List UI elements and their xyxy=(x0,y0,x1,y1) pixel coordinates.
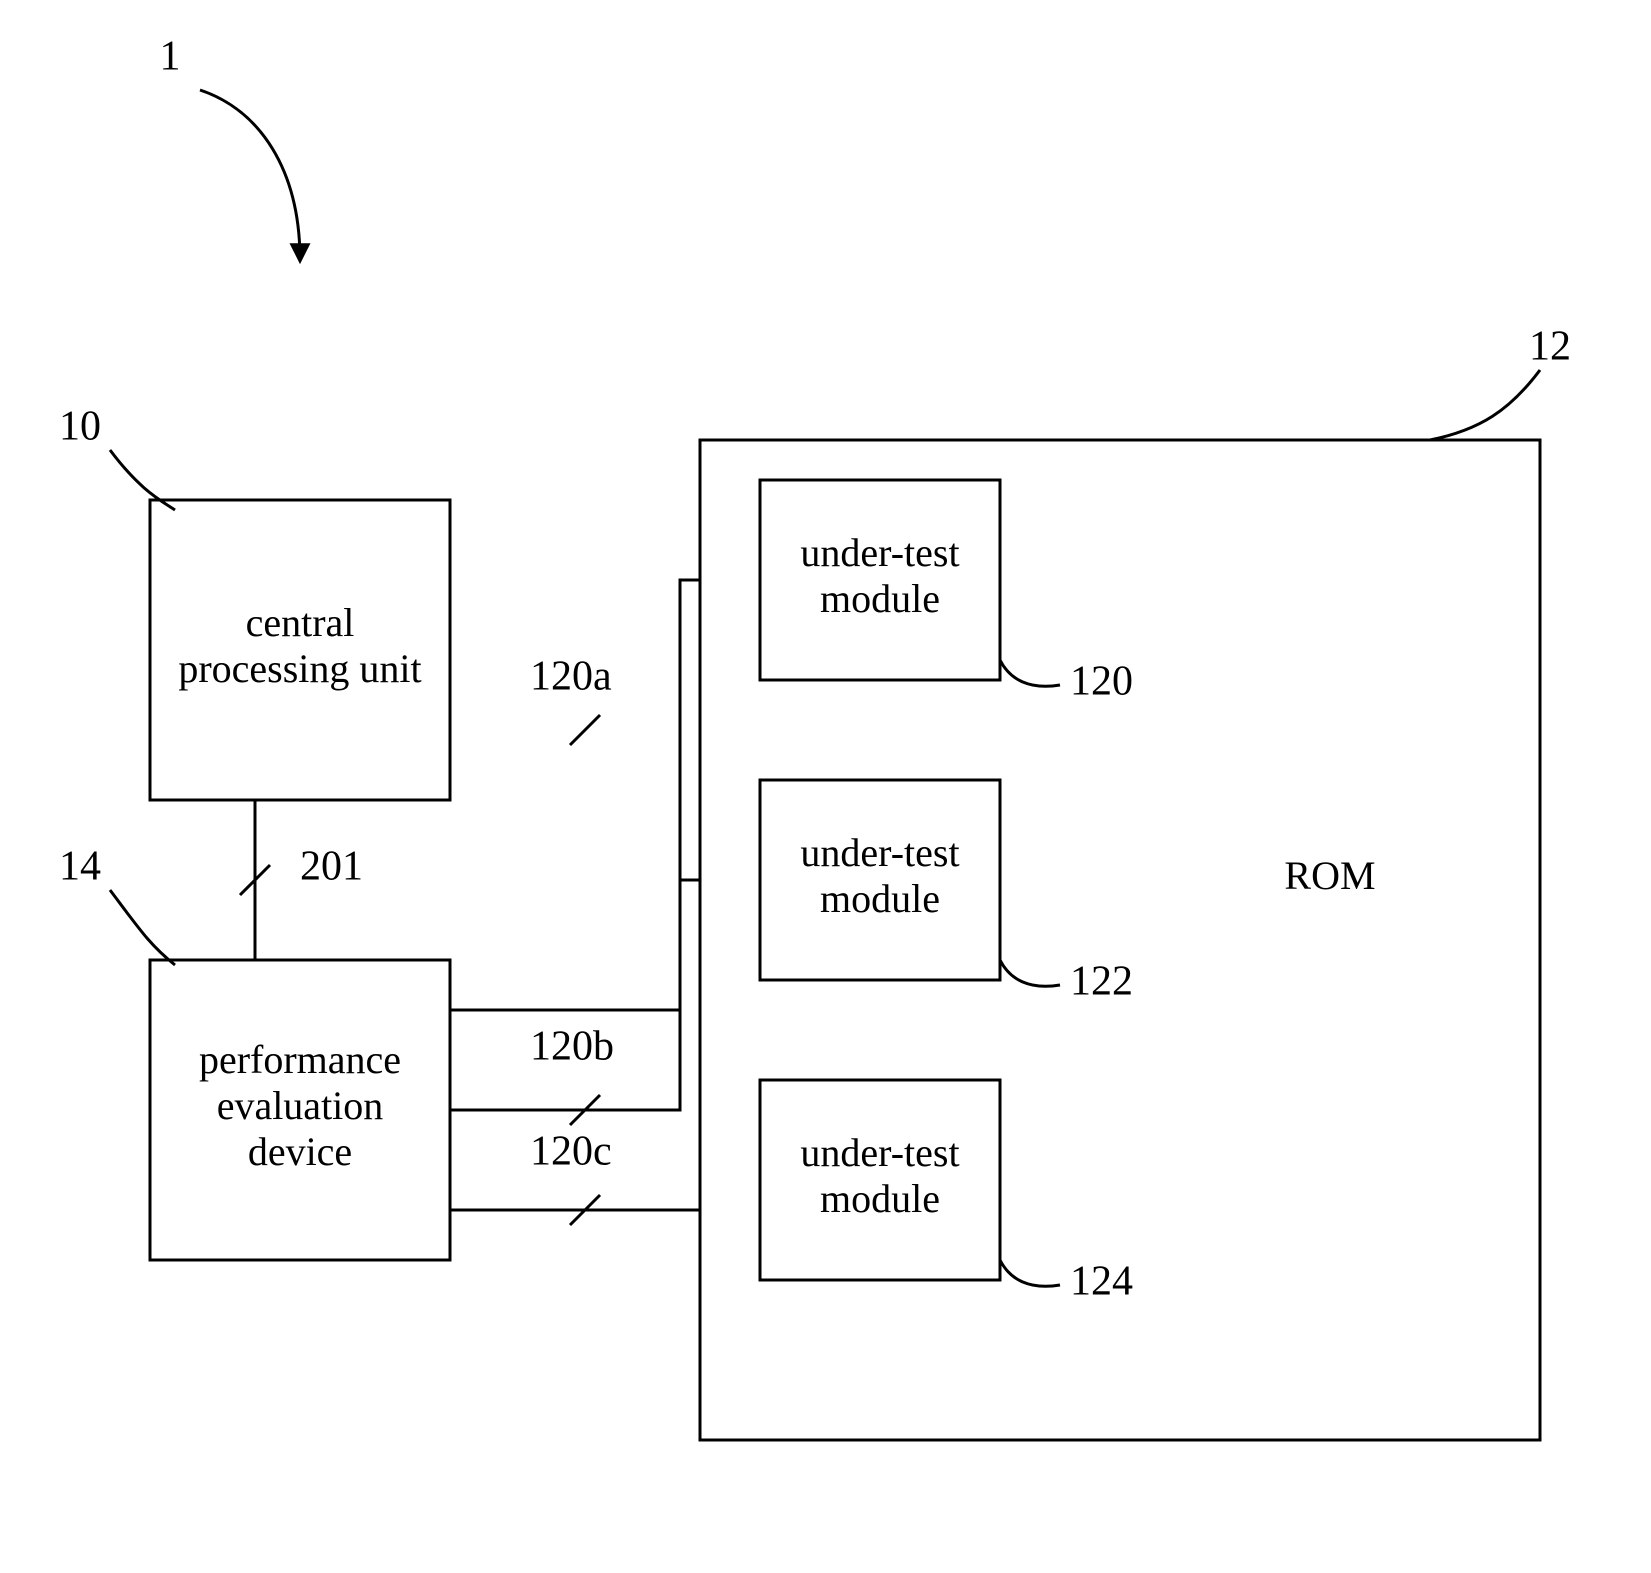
ref-r120b: 120b xyxy=(530,1024,614,1070)
ref-r120c: 120c xyxy=(530,1129,612,1175)
under-test-module-3-label-line1: module xyxy=(820,1176,940,1221)
leader-l12 xyxy=(1430,370,1540,440)
cpu-box-label-line1: processing unit xyxy=(178,646,421,691)
under-test-module-2-label-line0: under-test xyxy=(800,830,959,875)
leader-l1 xyxy=(200,90,300,260)
ref-r120: 120 xyxy=(1070,659,1133,705)
under-test-module-2-label-line1: module xyxy=(820,876,940,921)
leader-l14 xyxy=(110,890,175,965)
tick-t120a xyxy=(570,715,600,745)
under-test-module-1-label-line1: module xyxy=(820,576,940,621)
rom-label: ROM xyxy=(1284,853,1375,898)
under-test-module-1-label-line0: under-test xyxy=(800,530,959,575)
under-test-module-3-label-line0: under-test xyxy=(800,1130,959,1175)
ped-box-label-line1: evaluation xyxy=(217,1083,384,1128)
ref-r10: 10 xyxy=(59,404,101,450)
ped-box-label-line2: device xyxy=(248,1129,352,1174)
cpu-box-label-line0: central xyxy=(246,600,355,645)
ref-r120a: 120a xyxy=(530,654,612,700)
ref-r1: 1 xyxy=(160,34,181,80)
ref-r124: 124 xyxy=(1070,1259,1133,1305)
ref-r201: 201 xyxy=(300,844,363,890)
ped-box-label-line0: performance xyxy=(199,1037,401,1082)
ref-r14: 14 xyxy=(59,844,101,890)
ref-r12: 12 xyxy=(1529,324,1571,370)
ref-r122: 122 xyxy=(1070,959,1133,1005)
